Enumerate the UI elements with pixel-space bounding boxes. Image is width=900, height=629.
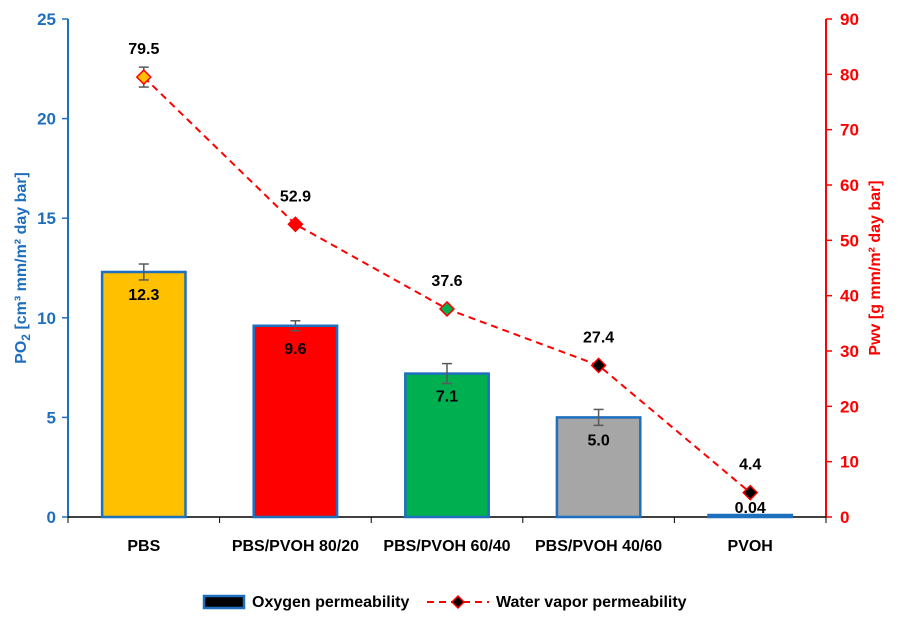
left-tick-label: 10 bbox=[37, 309, 56, 328]
left-axis-title-units: [cm³ mm/m² day bar] bbox=[13, 172, 30, 334]
water-vapor-marker-1 bbox=[135, 69, 152, 86]
legend-swatch-oxygen bbox=[202, 594, 246, 610]
water-vapor-marker-3 bbox=[438, 300, 456, 318]
water-vapor-marker-2 bbox=[287, 216, 304, 233]
bar-value-label: 0.04 bbox=[735, 500, 766, 517]
category-label: PBS/PVOH 60/40 bbox=[383, 538, 510, 555]
left-axis-title-subscript: 2 bbox=[19, 334, 33, 341]
right-tick-label: 90 bbox=[840, 10, 859, 29]
left-tick-label: 20 bbox=[37, 110, 56, 129]
left-tick-label: 15 bbox=[37, 209, 56, 228]
point-value-label: 79.5 bbox=[128, 41, 159, 58]
right-tick-label: 40 bbox=[840, 287, 859, 306]
bar-1 bbox=[100, 270, 187, 519]
left-tick-label: 25 bbox=[37, 10, 56, 29]
bar-value-label: 7.1 bbox=[436, 389, 458, 406]
legend-label-oxygen: Oxygen permeability bbox=[252, 594, 409, 611]
right-tick-label: 50 bbox=[840, 231, 859, 250]
right-tick-label: 20 bbox=[840, 397, 859, 416]
bar-5 bbox=[707, 513, 794, 519]
left-axis-title-main: PO bbox=[13, 341, 30, 364]
bar-value-label: 5.0 bbox=[587, 432, 609, 449]
point-value-label: 4.4 bbox=[739, 457, 761, 474]
bar-2 bbox=[252, 324, 339, 519]
category-label: PVOH bbox=[728, 538, 773, 555]
right-tick-label: 0 bbox=[840, 508, 849, 527]
category-label: PBS bbox=[127, 538, 160, 555]
left-tick-label: 5 bbox=[47, 408, 56, 427]
bar-4 bbox=[555, 416, 642, 519]
category-label: PBS/PVOH 40/60 bbox=[535, 538, 662, 555]
right-tick-label: 30 bbox=[840, 342, 859, 361]
left-tick-label: 0 bbox=[47, 508, 56, 527]
point-value-label: 37.6 bbox=[431, 273, 462, 290]
right-axis-title: Pwv [g mm/m² day bar] bbox=[867, 180, 884, 355]
right-tick-label: 60 bbox=[840, 176, 859, 195]
water-vapor-marker-4 bbox=[590, 357, 607, 374]
bar-3 bbox=[404, 372, 490, 519]
legend-label-water-vapor: Water vapor permeability bbox=[496, 594, 687, 611]
bar-value-label: 12.3 bbox=[128, 287, 159, 304]
category-label: PBS/PVOH 80/20 bbox=[232, 538, 359, 555]
legend-marker-water-vapor bbox=[450, 594, 466, 610]
bar-value-label: 9.6 bbox=[284, 341, 306, 358]
left-axis-title: PO2 [cm³ mm/m² day bar] bbox=[13, 172, 33, 364]
right-tick-label: 10 bbox=[840, 453, 859, 472]
right-tick-label: 80 bbox=[840, 65, 859, 84]
right-tick-label: 70 bbox=[840, 121, 859, 140]
water-vapor-marker-5 bbox=[742, 484, 759, 501]
point-value-label: 27.4 bbox=[583, 329, 614, 346]
point-value-label: 52.9 bbox=[280, 188, 311, 205]
